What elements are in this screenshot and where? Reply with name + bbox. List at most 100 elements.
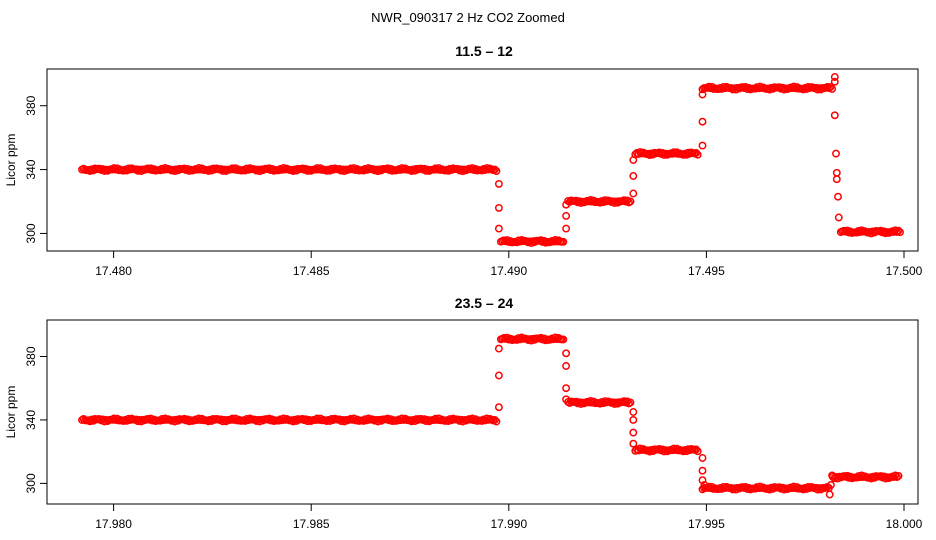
transition-point: [832, 149, 840, 158]
panel-1-x-tick-label: 17.490: [490, 264, 527, 278]
transition-point: [834, 192, 842, 201]
panel-2-title: 23.5 – 24: [455, 295, 514, 311]
transition-point: [698, 90, 707, 99]
transition-point: [562, 384, 571, 393]
panel-1-segment: [78, 164, 501, 176]
transition-point: [562, 200, 571, 209]
data-point: [892, 473, 901, 482]
panel-2-x-tick-label: 17.980: [95, 517, 132, 531]
transition-point: [562, 211, 571, 220]
panel-2-x-tick-label: 17.995: [688, 517, 725, 531]
transition-point: [830, 73, 839, 81]
panel-1-segment: [631, 148, 702, 160]
transition-point: [629, 172, 638, 180]
transition-point: [698, 476, 707, 485]
data-point: [692, 149, 701, 157]
transition-point: [494, 371, 503, 380]
transition-point: [494, 344, 503, 353]
panel-2-y-tick-label: 380: [24, 346, 38, 366]
data-point: [889, 473, 898, 481]
transition-point: [562, 224, 571, 233]
data-point: [626, 197, 635, 206]
panel-2-segment: [698, 482, 833, 494]
data-point: [559, 335, 568, 344]
data-point: [161, 414, 170, 423]
data-point: [824, 84, 833, 93]
data-point: [894, 226, 903, 235]
data-point: [826, 82, 835, 91]
data-point: [891, 471, 900, 480]
transition-point: [562, 362, 571, 370]
transition-point: [494, 179, 503, 188]
data-point: [626, 398, 635, 407]
transition-point: [826, 481, 835, 489]
panel-2-y-tick-label: 300: [24, 473, 38, 493]
panel-1-points: [78, 73, 904, 247]
panel-1-x-tick-label: 17.500: [886, 264, 923, 278]
transition-point: [629, 428, 638, 437]
panel-2-segment: [828, 471, 903, 483]
panel-1-y-tick-label: 380: [24, 95, 38, 115]
transition-point: [698, 117, 707, 126]
transition-point: [629, 189, 638, 198]
transition-point: [698, 141, 707, 150]
panel-2-points: [78, 333, 903, 499]
panel-1-x-tick-label: 17.485: [293, 264, 330, 278]
panel-2-x-tick-label: 18.000: [886, 517, 923, 531]
data-point: [559, 237, 568, 246]
transition-point: [629, 415, 638, 424]
data-point: [490, 165, 499, 174]
panel-2: 23.5 – 24 Licor ppm 17.980 17.985 17.990 17…: [4, 295, 923, 531]
transition-point: [562, 349, 571, 358]
panel-2-segment: [631, 444, 702, 456]
transition-point: [629, 156, 638, 164]
panel-2-y-axis: 300 340 380: [24, 346, 47, 493]
data-point: [891, 226, 900, 235]
panel-2-plot-frame: [46, 319, 919, 505]
data-point: [892, 227, 901, 236]
data-point: [828, 84, 837, 93]
panel-1-segment: [698, 82, 837, 94]
main-title: NWR_090317 2 Hz CO2 Zoomed: [371, 10, 565, 25]
transition-point: [828, 471, 837, 480]
data-point: [823, 82, 832, 91]
panel-1-segment: [564, 196, 635, 207]
panel-1-y-tick-label: 340: [24, 159, 38, 179]
transition-point: [494, 403, 503, 412]
data-point: [693, 150, 702, 159]
transition-point: [830, 77, 839, 86]
transition-point: [494, 224, 503, 233]
data-point: [692, 445, 701, 454]
panel-1-ylabel: Licor ppm: [4, 134, 18, 187]
panel-1: 11.5 – 12 Licor ppm 17.480 17.485 17.490 17…: [4, 43, 923, 278]
data-point: [621, 197, 630, 206]
transition-point: [562, 395, 571, 404]
data-point: [490, 416, 499, 424]
panel-1-plot-frame: [46, 68, 919, 252]
panel-2-ylabel: Licor ppm: [4, 386, 18, 439]
panel-2-segment: [78, 414, 501, 426]
transition-point: [494, 203, 503, 212]
data-point: [492, 417, 501, 426]
panel-2-segment: [564, 396, 635, 408]
panel-2-segment: [496, 333, 568, 345]
panel-2-x-axis: 17.980 17.985 17.990 17.995 18.000: [95, 504, 923, 531]
transition-point: [629, 439, 638, 448]
panel-1-segment: [496, 235, 568, 247]
panel-1-x-axis: 17.480 17.485 17.490 17.495 17.500: [95, 251, 923, 278]
panel-1-y-axis: 300 340 380: [24, 95, 47, 243]
transition-point: [825, 490, 834, 499]
data-point: [492, 167, 501, 176]
data-point: [693, 447, 702, 456]
panel-2-x-tick-label: 17.990: [490, 517, 527, 531]
data-point: [896, 228, 904, 237]
transition-point: [698, 466, 707, 475]
panel-1-x-tick-label: 17.495: [688, 264, 725, 278]
transition-point: [700, 481, 709, 489]
transition-point: [698, 454, 707, 462]
transition-point: [832, 168, 841, 177]
panel-2-x-tick-label: 17.985: [293, 517, 330, 531]
panel-2-y-tick-label: 340: [24, 410, 38, 430]
transition-point: [832, 175, 841, 184]
